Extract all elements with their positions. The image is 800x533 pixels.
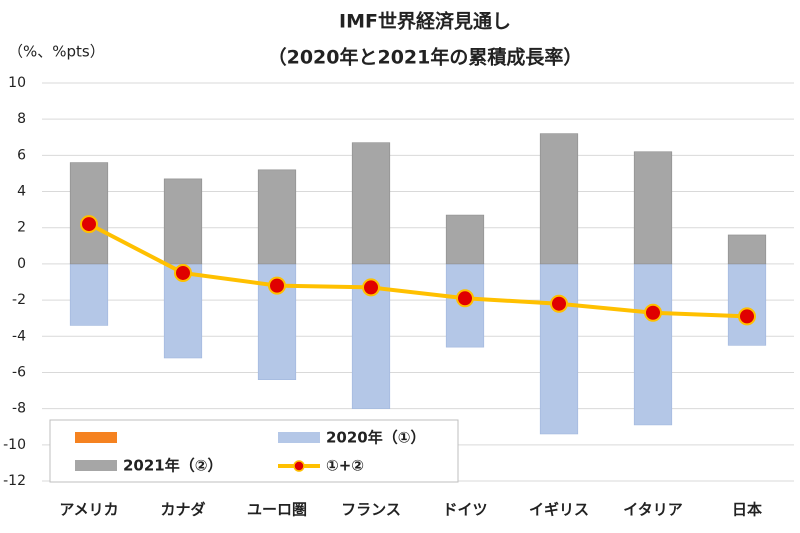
line — [88, 222, 748, 319]
legend-box — [49, 419, 459, 483]
bar — [727, 234, 767, 265]
x-tick-label: フランス — [341, 501, 401, 519]
bar — [69, 263, 109, 326]
y-tick-label: -6 — [12, 364, 26, 380]
y-axis-label: （%、%pts） — [8, 43, 105, 61]
line-marker — [550, 294, 568, 313]
legend-label: 2021年（②） — [123, 457, 222, 475]
x-tick-label: 日本 — [732, 501, 762, 519]
y-tick-label: -10 — [3, 437, 26, 453]
chart-title: IMF世界経済見通し — [339, 10, 511, 33]
x-tick-label: ユーロ圏 — [247, 501, 307, 519]
line-marker — [456, 289, 474, 308]
y-tick-label: 6 — [17, 147, 26, 163]
y-tick-label: 10 — [8, 75, 26, 91]
line-marker — [738, 307, 756, 326]
legend-swatch — [75, 460, 117, 471]
bar — [351, 142, 391, 265]
x-tick-label: イタリア — [623, 501, 682, 519]
line-marker — [362, 278, 380, 297]
x-tick-label: カナダ — [160, 501, 205, 519]
legend-label: ①+② — [326, 457, 364, 475]
y-tick-label: 8 — [17, 111, 26, 127]
y-tick-label: -8 — [12, 401, 26, 417]
bar — [727, 263, 767, 346]
bar — [445, 214, 485, 265]
legend-swatch — [278, 432, 320, 443]
line-marker — [174, 263, 192, 282]
x-tick-label: ドイツ — [442, 501, 487, 519]
legend-label: 2020年（①） — [326, 429, 425, 447]
y-tick-label: -4 — [12, 328, 26, 344]
bar — [633, 151, 673, 265]
y-tick-label: 4 — [17, 184, 26, 200]
x-tick-label: アメリカ — [59, 501, 118, 519]
bar — [539, 133, 579, 265]
legend-swatch — [75, 432, 117, 443]
y-tick-label: -2 — [12, 292, 26, 308]
legend: 2020年（①） 2021年（②） ①+② — [49, 419, 459, 483]
y-tick-label: 2 — [17, 220, 26, 236]
bar — [69, 162, 109, 265]
bar — [257, 169, 297, 265]
line-marker — [268, 276, 286, 295]
chart-subtitle: （2020年と2021年の累積成長率） — [268, 46, 583, 69]
line-marker — [80, 215, 98, 234]
y-tick-label: 0 — [17, 256, 26, 272]
y-tick-label: -12 — [3, 473, 26, 489]
bar — [633, 263, 673, 426]
line-marker — [644, 303, 662, 322]
x-tick-label: イギリス — [529, 501, 589, 519]
legend-marker — [293, 460, 305, 472]
bar — [163, 178, 203, 265]
bar — [539, 263, 579, 435]
